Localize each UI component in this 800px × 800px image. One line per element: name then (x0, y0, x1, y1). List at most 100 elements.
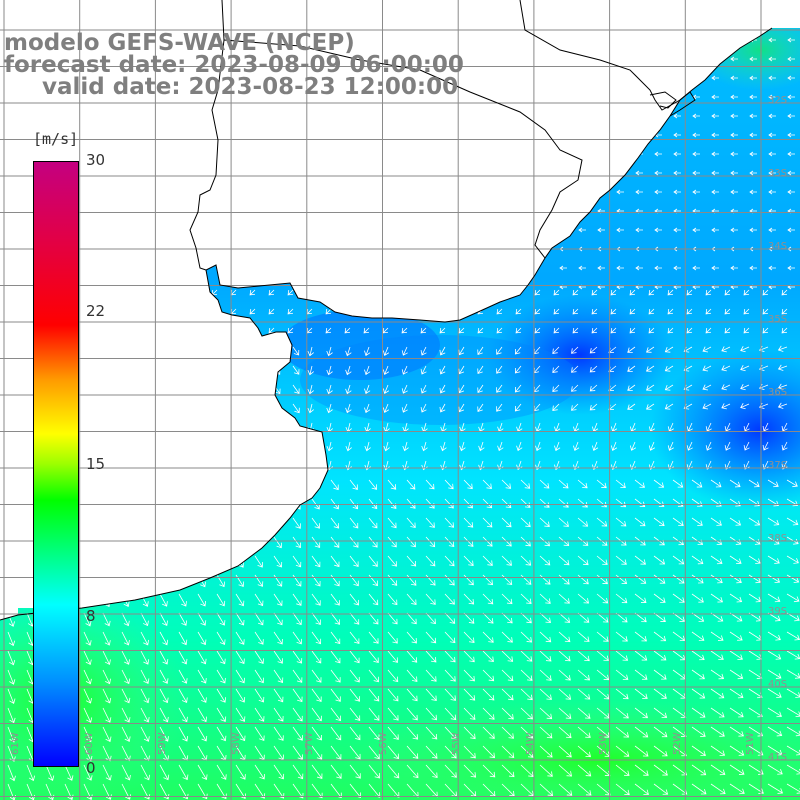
wind-arrow (382, 346, 390, 356)
wind-arrow (653, 593, 666, 603)
wind-arrow (458, 289, 465, 296)
wind-arrow (330, 707, 341, 722)
wind-arrow (730, 75, 738, 81)
wind-arrow (767, 574, 781, 584)
wind-arrow (496, 346, 503, 355)
wind-arrow (596, 612, 609, 623)
wind-arrow (710, 688, 725, 699)
lat-label: 39S (768, 606, 788, 617)
wind-arrow (140, 726, 150, 742)
wind-arrow (514, 403, 522, 412)
wind-arrow (307, 365, 314, 376)
wind-arrow (406, 479, 416, 490)
wind-arrow (102, 631, 111, 646)
wind-arrow (691, 764, 707, 776)
wind-arrow (349, 517, 359, 529)
wind-arrow (387, 650, 398, 663)
lon-label: 58W (230, 732, 242, 755)
wind-arrow (578, 189, 586, 195)
wind-arrow (539, 555, 551, 566)
wind-arrow (102, 745, 112, 762)
wind-arrow (691, 650, 705, 661)
wind-arrow (330, 479, 339, 491)
wind-arrow (558, 555, 570, 566)
wind-arrow (439, 384, 446, 394)
wind-arrow (558, 517, 569, 527)
wind-arrow (616, 37, 624, 43)
wind-arrow (197, 555, 206, 568)
wind-arrow (273, 460, 282, 472)
wind-arrow (254, 384, 262, 395)
wind-arrow (7, 479, 15, 492)
lat-label: 36S (768, 387, 788, 398)
wind-arrow (711, 132, 719, 138)
wind-arrow (444, 612, 456, 624)
wind-arrow (577, 631, 590, 642)
wind-arrow (705, 289, 712, 296)
wind-arrow (102, 441, 110, 453)
wind-arrow (292, 346, 300, 356)
wind-arrow (368, 498, 378, 510)
wind-arrow (610, 441, 618, 451)
wind-arrow (159, 669, 169, 684)
wind-arrow (596, 498, 607, 508)
wind-arrow (140, 536, 149, 550)
wind-arrow (768, 113, 776, 119)
wind-arrow (711, 75, 719, 81)
wind-arrow (273, 536, 282, 549)
wind-arrow (711, 94, 719, 100)
wind-arrow (743, 327, 750, 334)
wind-arrow (558, 498, 569, 508)
wind-arrow (444, 574, 455, 586)
wind-arrow (653, 631, 667, 642)
wind-arrow (387, 555, 397, 567)
wind-arrow (482, 612, 494, 624)
wind-arrow (767, 517, 780, 526)
wind-arrow (477, 384, 484, 394)
wind-arrow (216, 536, 225, 549)
wind-arrow (749, 151, 757, 157)
wind-arrow (724, 441, 731, 451)
wind-arrow (26, 460, 34, 473)
wind-arrow (740, 346, 750, 353)
wind-arrow (577, 593, 590, 604)
wind-arrow (710, 650, 724, 661)
wind-arrow (767, 593, 781, 603)
wind-arrow (349, 574, 359, 587)
wind-arrow (749, 132, 757, 138)
wind-arrow (178, 631, 188, 646)
wind-arrow (558, 612, 571, 623)
wind-arrow (496, 308, 503, 315)
wind-arrow (83, 707, 93, 723)
wind-arrow (729, 707, 744, 718)
wind-arrow (254, 479, 263, 491)
wind-arrow (501, 555, 512, 566)
wind-arrow (330, 631, 341, 645)
wind-arrow (786, 688, 800, 698)
wind-arrow (672, 479, 684, 488)
wind-arrow (178, 555, 187, 569)
wind-arrow (702, 365, 712, 372)
wind-arrow (325, 327, 332, 334)
wind-arrow (667, 327, 674, 334)
wind-arrow (140, 688, 150, 704)
wind-arrow (702, 346, 712, 353)
wind-arrow (577, 707, 591, 719)
wind-arrow (425, 517, 435, 528)
wind-arrow (216, 555, 225, 568)
wind-arrow (482, 517, 493, 528)
wind-arrow (216, 346, 223, 356)
wind-arrow (306, 289, 313, 296)
wind-arrow (83, 403, 90, 415)
wind-arrow (767, 669, 782, 679)
wind-arrow (578, 94, 586, 100)
wind-arrow (349, 555, 359, 567)
wind-arrow (558, 574, 570, 585)
wind-arrow (102, 669, 111, 685)
wind-arrow (634, 707, 648, 719)
wind-arrow (553, 289, 560, 296)
wind-arrow (730, 132, 738, 138)
wind-arrow (273, 555, 283, 568)
wind-arrow (326, 365, 333, 376)
wind-arrow (235, 612, 245, 626)
